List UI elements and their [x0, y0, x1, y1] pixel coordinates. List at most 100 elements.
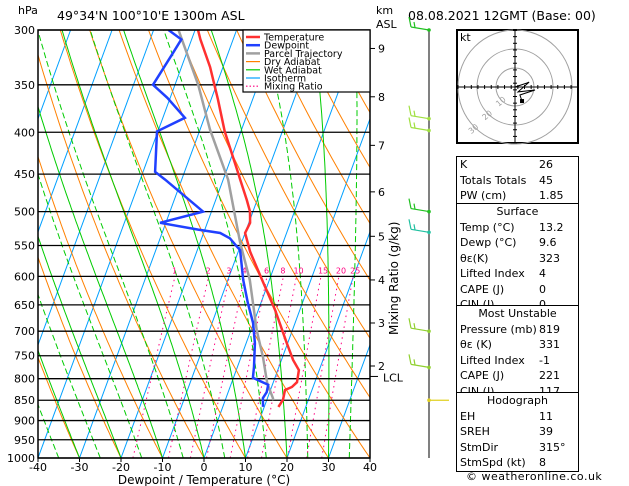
- dry-adiabat-line: [38, 53, 205, 458]
- copyright-footer: © weatheronline.co.uk: [466, 470, 603, 483]
- dry-adiabat-line: [206, 30, 370, 340]
- km-tick-label: 3: [378, 317, 385, 330]
- barb-dot: [427, 230, 431, 235]
- row-value: 819: [539, 322, 560, 336]
- x-axis-label: Dewpoint / Temperature (°C): [118, 473, 290, 486]
- wet-adiabat-line: [163, 30, 267, 458]
- table-row: Temp (°C) 13.2: [457, 220, 578, 236]
- wind-barb: [408, 117, 431, 133]
- isotherm-line: [38, 30, 155, 347]
- row-label: Lifted Index: [460, 267, 525, 280]
- wet-adiabat-line: [348, 30, 358, 458]
- mixing-ratio-label: 2: [206, 266, 211, 275]
- table-row: SREH 39: [457, 424, 578, 440]
- km-tick-label: 5: [378, 230, 385, 243]
- table-row: θε(K) 323: [457, 251, 578, 267]
- x-tick-label: -10: [154, 461, 172, 474]
- barb-dot: [427, 329, 431, 334]
- row-value: 11: [539, 409, 553, 423]
- datetime-title: 08.08.2021 12GMT (Base: 00): [408, 8, 596, 23]
- pressure-tick-label: 900: [14, 415, 35, 428]
- legend-label: Dry Adiabat: [264, 57, 321, 68]
- barb-dot: [427, 365, 431, 370]
- barb-dot: [427, 209, 431, 214]
- row-label: CAPE (J): [460, 369, 505, 382]
- mixing-ratio-label: 10: [293, 266, 303, 275]
- isotherm-line: [245, 117, 370, 458]
- dry-adiabat-line: [590, 30, 629, 458]
- x-tick-label: 20: [280, 461, 294, 474]
- km-tick-label: 4: [378, 274, 385, 287]
- row-label: Lifted Index: [460, 353, 525, 367]
- row-value: 8: [539, 456, 546, 469]
- row-value: 0: [539, 297, 575, 313]
- row-label: Totals Totals: [460, 173, 527, 187]
- row-label: K: [460, 158, 468, 171]
- x-tick-label: -20: [112, 461, 130, 474]
- dry-adiabat-line: [89, 30, 288, 458]
- wet-adiabat-line: [61, 30, 205, 458]
- pressure-tick-label: 600: [14, 270, 35, 283]
- table-title: Most Unstable: [478, 307, 557, 320]
- row-value: 13.2: [539, 220, 564, 234]
- mixing-ratio-axis-label: Mixing Ratio (g/kg): [387, 222, 401, 335]
- row-value: 323: [539, 251, 560, 265]
- table-row: K 26: [457, 157, 578, 173]
- wind-barb: [408, 16, 431, 32]
- table-row: PW (cm) 1.85: [457, 188, 578, 204]
- wind-barb: [408, 198, 431, 214]
- mixing-ratio-label: 4: [242, 266, 247, 275]
- km-tick-label: 2: [378, 360, 385, 373]
- table-row: Lifted Index -1: [457, 353, 578, 369]
- pressure-tick-label: 550: [14, 239, 35, 252]
- row-value: 45: [539, 173, 553, 187]
- wind-barb: [408, 318, 431, 334]
- row-label: StmDir: [460, 440, 499, 454]
- table-row: CAPE (J) 221: [457, 368, 578, 384]
- mixing-ratio-label: 6: [264, 266, 269, 275]
- table-row: Totals Totals 45: [457, 173, 578, 189]
- row-value: 331: [539, 338, 560, 351]
- isotherm-line: [79, 30, 238, 458]
- wind-barbs: [408, 16, 449, 458]
- legend-box: [242, 29, 371, 93]
- pressure-tick-label: 650: [14, 299, 35, 312]
- location-title: 49°34'N 100°10'E 1300m ASL: [57, 8, 245, 23]
- indices-table: K 26 Totals Totals 45 PW (cm) 1.85: [456, 156, 579, 205]
- hodograph-stats-table: Hodograph EH 11 SREH 39 StmDir 315° StmSpd (kt)…: [456, 392, 579, 472]
- mixing-ratio-label: 1: [172, 266, 177, 275]
- x-tick-label: 10: [239, 461, 253, 474]
- table-row: Lifted Index 4: [457, 266, 578, 282]
- x-tick-label: -30: [71, 461, 89, 474]
- isotherm-line: [120, 30, 279, 458]
- km-tick-label: 8: [378, 91, 385, 104]
- barb-dot: [427, 398, 431, 403]
- km-unit: km: [376, 4, 393, 17]
- x-tick-label: 0: [201, 461, 208, 474]
- barb-dot: [427, 28, 431, 32]
- table-row: CAPE (J) 0: [457, 282, 578, 298]
- dry-adiabat-line: [619, 30, 629, 458]
- legend-label: Mixing Ratio: [264, 82, 323, 93]
- row-label: θε(K): [460, 251, 489, 265]
- row-label: EH: [460, 409, 476, 423]
- dry-adiabat-line: [38, 356, 80, 458]
- legend-label: Isotherm: [264, 74, 306, 85]
- temperature-curve: [196, 30, 301, 408]
- isotherm-line: [38, 30, 72, 121]
- parcel-trajectory-curve: [177, 30, 275, 401]
- isotherm-line: [286, 230, 370, 458]
- row-value: -1: [539, 353, 550, 367]
- mixing-ratio-line: [167, 276, 210, 458]
- wet-adiabat-line: [38, 403, 60, 458]
- x-tick-label: -40: [29, 461, 47, 474]
- table-row: StmSpd (kt) 8: [457, 455, 578, 471]
- dry-adiabat-line: [118, 30, 329, 458]
- pressure-tick-label: 700: [14, 325, 35, 338]
- row-value: 1.85: [539, 189, 564, 202]
- km-tick-label: 6: [378, 186, 385, 199]
- legend-label: Temperature: [263, 33, 324, 44]
- pressure-tick-label: 1000: [7, 452, 35, 465]
- wind-barb: [408, 219, 431, 235]
